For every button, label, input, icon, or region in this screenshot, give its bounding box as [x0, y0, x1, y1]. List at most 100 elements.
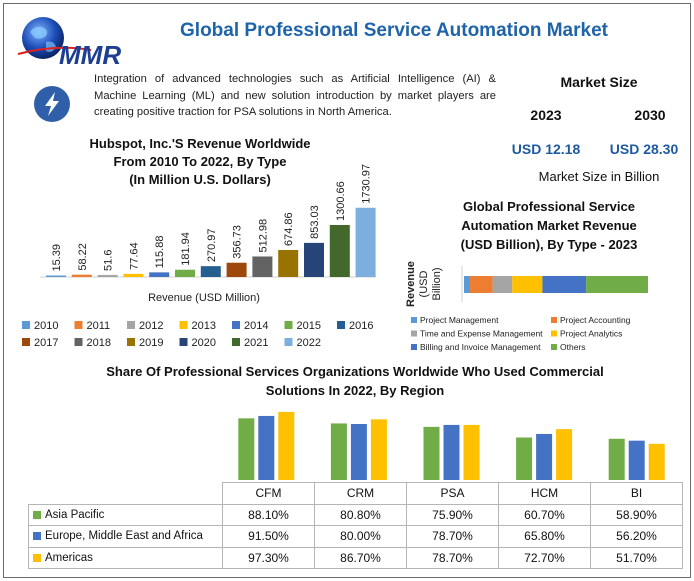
- chart3-bar: [423, 426, 440, 480]
- page-title: Global Professional Service Automation M…: [180, 20, 608, 41]
- chart1-bar: [97, 274, 118, 277]
- legend-swatch: [33, 510, 41, 519]
- table-cell: 60.70%: [498, 503, 591, 526]
- chart2-legend-label: Project Analytics: [560, 329, 622, 339]
- chart1-legend-label: 2014: [244, 320, 268, 332]
- table-column-header: HCM: [498, 482, 591, 505]
- chart1-data-label: 58.22: [77, 243, 89, 271]
- chart1-data-label: 674.86: [283, 212, 295, 246]
- chart2-legend-swatch: [551, 344, 557, 350]
- series-name: Europe, Middle East and Africa: [45, 530, 203, 543]
- chart1-legend-swatch: [22, 321, 30, 329]
- chart1-bar: [123, 273, 144, 277]
- table-row-label: Americas: [28, 546, 223, 569]
- chart1-legend-swatch: [179, 321, 188, 329]
- chart1-bar: [71, 274, 92, 277]
- chart1-data-label: 15.39: [51, 244, 63, 272]
- chart3-bar: [443, 424, 460, 480]
- chart1-legend-label: 2013: [192, 320, 216, 332]
- chart1-data-label: 270.97: [206, 229, 218, 263]
- chart2-legend-swatch: [411, 344, 417, 350]
- chart2-legend-label: Time and Expense Management: [420, 329, 543, 339]
- chart3-bar: [608, 438, 625, 480]
- chart2-title-line: (USD Billion), By Type - 2023: [461, 237, 638, 252]
- chart2-legend-label: Billing and Invoice Management: [420, 342, 541, 352]
- chart3-bar: [370, 419, 387, 480]
- table-row: Europe, Middle East and Africa 91.50% 80.0…: [28, 525, 683, 548]
- table-cell: 51.70%: [590, 546, 683, 569]
- table-cell: 65.80%: [498, 525, 591, 548]
- table-row-label: Europe, Middle East and Africa: [28, 525, 223, 548]
- chart1-legend-label: 2019: [139, 337, 163, 349]
- market-size-year-start: 2023: [530, 107, 562, 123]
- chart2-ylabel-line: (USD: [418, 271, 430, 298]
- chart3-title-line: Share Of Professional Services Organizat…: [106, 364, 604, 379]
- chart1-legend-swatch: [22, 338, 30, 346]
- table-cell: 56.20%: [590, 525, 683, 548]
- chart1-data-label: 51.6: [103, 250, 115, 271]
- table-cell: 80.00%: [314, 525, 407, 548]
- chart1-legend-label: 2022: [297, 337, 321, 349]
- chart1-bar: [304, 242, 324, 277]
- table-cell: 58.90%: [590, 503, 683, 526]
- table-cell: 78.70%: [406, 546, 499, 569]
- chart3-bar: [463, 424, 480, 480]
- chart2-legend-label: Project Accounting: [560, 315, 631, 325]
- intro-paragraph: Integration of advanced technologies suc…: [94, 73, 496, 118]
- legend-swatch: [33, 532, 41, 541]
- chart3-bar: [536, 433, 553, 480]
- chart1-legend-swatch: [284, 338, 293, 346]
- chart2-legend-swatch: [551, 317, 557, 323]
- chart2-legend-swatch: [411, 317, 417, 323]
- chart3-bar: [330, 423, 347, 480]
- chart3-bar: [350, 424, 367, 480]
- chart1-legend-label: 2016: [349, 320, 373, 332]
- chart1-legend-label: 2015: [297, 320, 321, 332]
- chart2-legend-swatch: [551, 330, 557, 337]
- table-cell: 75.90%: [406, 503, 499, 526]
- chart1-bar: [355, 207, 376, 277]
- table-column-header: CFM: [222, 482, 315, 505]
- chart1-data-label: 853.03: [309, 205, 321, 239]
- mmr-logo: MMR: [17, 17, 121, 70]
- market-size-year-end: 2030: [634, 107, 666, 123]
- market-size-value-start: USD 12.18: [511, 141, 581, 157]
- charts-canvas: Hubspot, Inc.'S Revenue Worldwide From 20…: [22, 136, 665, 480]
- chart2-segment: [512, 276, 543, 293]
- chart2-ylabel-line: Revenue: [405, 261, 417, 307]
- chart1-data-label: 115.88: [154, 236, 166, 269]
- chart1-title-line: (In Million U.S. Dollars): [129, 172, 271, 187]
- chart1-legend-label: 2021: [244, 337, 268, 349]
- market-size-title: Market Size: [560, 74, 638, 90]
- chart1-legend-swatch: [127, 338, 135, 346]
- chart1-legend-swatch: [127, 321, 135, 329]
- table-cell: 78.70%: [406, 525, 499, 548]
- table-row: Americas 97.30% 86.70% 78.70% 72.70% 51.70%: [28, 546, 683, 569]
- table-column-header: BI: [590, 482, 683, 505]
- chart3-title-line: Solutions In 2022, By Region: [266, 383, 444, 398]
- chart2-segment: [492, 276, 513, 293]
- chart1-legend-swatch: [74, 321, 83, 329]
- series-name: Asia Pacific: [45, 508, 105, 521]
- legend-swatch: [33, 553, 41, 562]
- chart2-segment: [464, 276, 471, 293]
- series-name: Americas: [45, 551, 93, 564]
- chart3-bar: [258, 415, 275, 480]
- chart1-legend-label: 2018: [87, 337, 111, 349]
- chart3-bar: [238, 418, 255, 480]
- chart3-bar: [556, 429, 573, 480]
- chart3-bar: [648, 443, 665, 480]
- psa-revenue-by-type-chart: Global Professional Service Automation Ma…: [405, 199, 648, 352]
- chart1-title-line: From 2010 To 2022, By Type: [114, 154, 287, 169]
- chart2-title-line: Automation Market Revenue: [461, 218, 637, 233]
- table-corner: [29, 483, 223, 505]
- table-row-label: Asia Pacific: [28, 503, 223, 526]
- region-share-table: CFM CRM PSA HCM BI Asia Pacific 88.10% 80.80% 7…: [28, 482, 683, 569]
- chart1-legend-label: 2017: [34, 337, 58, 349]
- chart1-xlabel: Revenue (USD Million): [148, 292, 260, 304]
- chart1-legend-swatch: [232, 321, 240, 329]
- chart1-bar: [226, 262, 247, 277]
- chart1-legend-swatch: [284, 321, 293, 329]
- chart3-bar: [516, 437, 533, 480]
- table-column-header: CRM: [314, 482, 407, 505]
